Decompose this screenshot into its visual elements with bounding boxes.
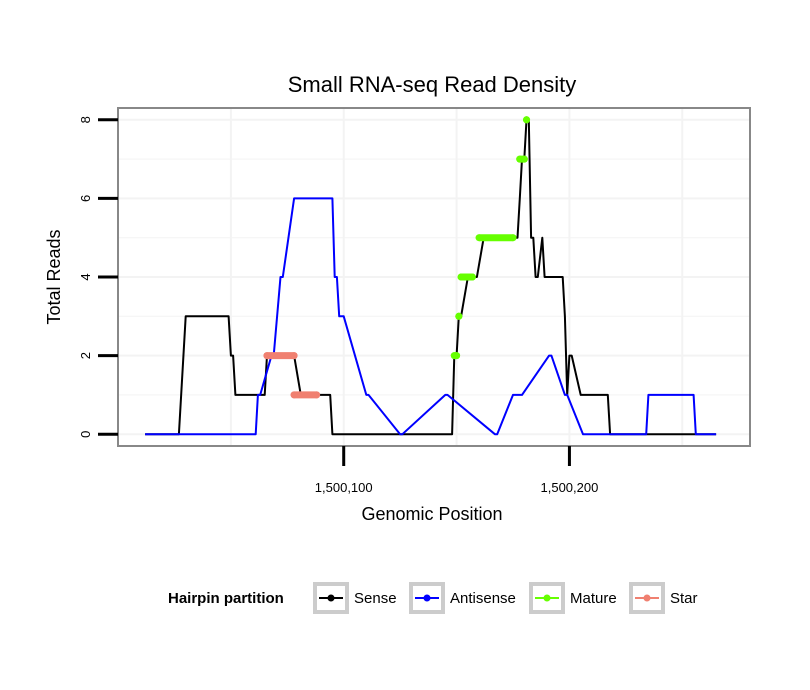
point-mature [455,312,463,320]
legend-item-mature: Mature [529,582,617,614]
partition-segments [263,116,531,399]
legend: Hairpin partition Sense Antisense Mature St… [168,582,698,614]
legend-item-antisense: Antisense [409,582,516,614]
y-tick-label: 2 [78,352,93,359]
point-star [290,391,298,399]
y-tick-label: 6 [78,195,93,202]
series-antisense-line [145,197,717,436]
legend-label-star: Star [670,590,698,607]
x-tick-label: 1,500,100 [315,480,373,495]
point-mature [509,234,517,242]
point-mature [453,352,461,360]
y-tick-label: 4 [78,273,93,280]
point-mature [475,234,483,242]
point-mature [520,155,528,163]
legend-key-point [423,594,431,602]
legend-key-point [327,594,335,602]
legend-key-point [543,594,551,602]
grid [117,108,750,446]
legend-item-sense: Sense [313,582,397,614]
legend-label-antisense: Antisense [450,590,516,607]
legend-item-star: Star [629,582,698,614]
legend-label-sense: Sense [354,590,397,607]
chart-title: Small RNA-seq Read Density [288,72,577,97]
y-tick-label: 0 [78,431,93,438]
plot-panel [117,107,751,447]
point-star [313,391,321,399]
legend-key-point [643,594,651,602]
y-tick-label: 8 [78,116,93,123]
x-tick-label: 1,500,200 [541,480,599,495]
point-star [263,352,271,360]
point-mature [523,116,531,124]
y-axis: 0 2 4 6 8 [78,116,118,438]
point-mature [468,273,476,281]
y-axis-title: Total Reads [44,229,64,324]
point-star [290,352,298,360]
legend-title: Hairpin partition [168,590,284,607]
x-axis-title: Genomic Position [361,504,502,524]
point-mature [457,273,465,281]
x-axis: 1,500,100 1,500,200 [315,446,599,495]
legend-label-mature: Mature [570,590,617,607]
